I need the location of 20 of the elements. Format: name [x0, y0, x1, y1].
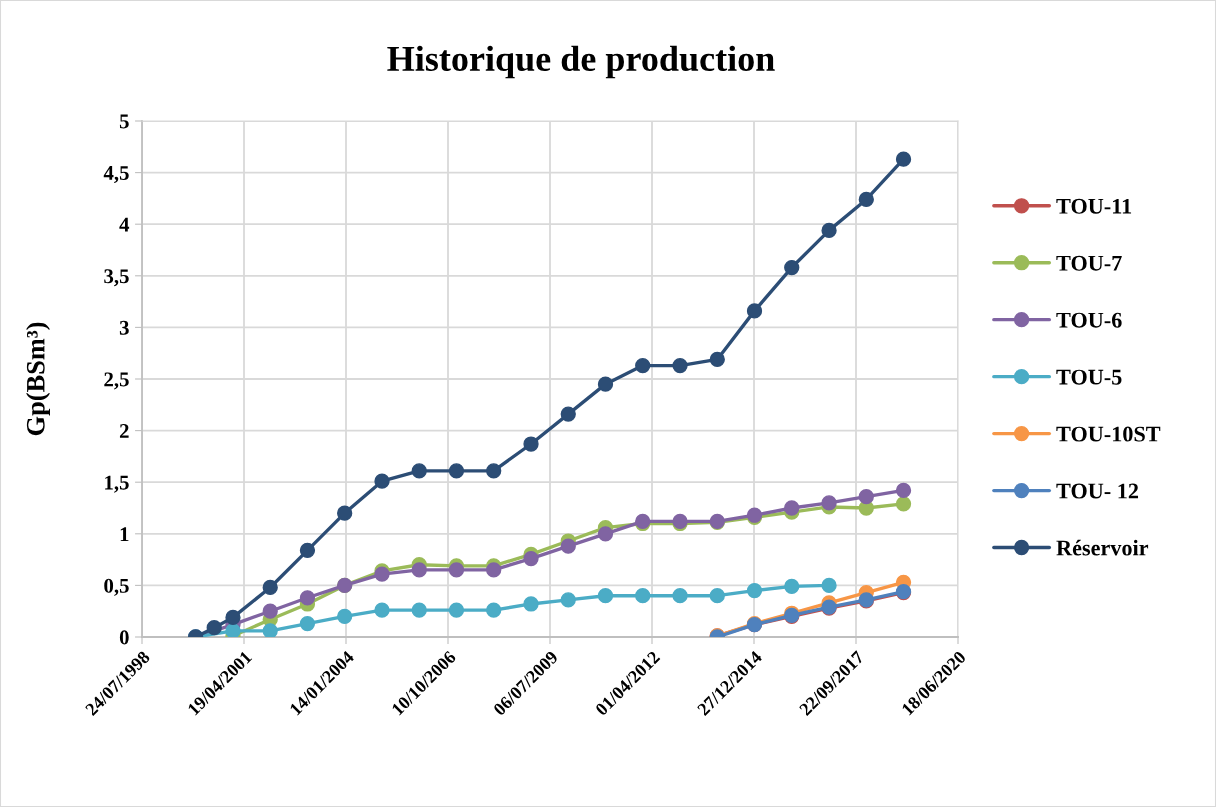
legend-label: TOU-11	[1056, 198, 1132, 214]
legend-label: TOU-10ST	[1056, 426, 1161, 442]
y-tick-label: 1,5	[105, 475, 129, 493]
legend-label: TOU-7	[1056, 255, 1122, 271]
y-tick-label: 3,5	[104, 269, 129, 287]
chart-title: Historique de production	[387, 45, 775, 79]
legend-label: TOU- 12	[1056, 483, 1139, 499]
y-tick-label: 4	[119, 217, 130, 232]
y-tick-label: 2	[119, 424, 129, 438]
y-axis-title: Gp(BSm³)	[26, 322, 50, 436]
legend-label: Réservoir	[1056, 539, 1149, 556]
y-tick-label: 0,5	[104, 578, 129, 596]
y-tick-label: 2,5	[104, 372, 129, 390]
y-tick-label: 3	[119, 320, 129, 335]
legend-label: TOU-5	[1056, 369, 1122, 385]
y-tick-label: 1	[120, 527, 129, 542]
y-tick-label: 5	[119, 114, 129, 129]
y-tick-label: 0	[119, 630, 129, 645]
legend-label: TOU-6	[1056, 312, 1122, 328]
y-tick-label: 4,5	[103, 166, 129, 184]
